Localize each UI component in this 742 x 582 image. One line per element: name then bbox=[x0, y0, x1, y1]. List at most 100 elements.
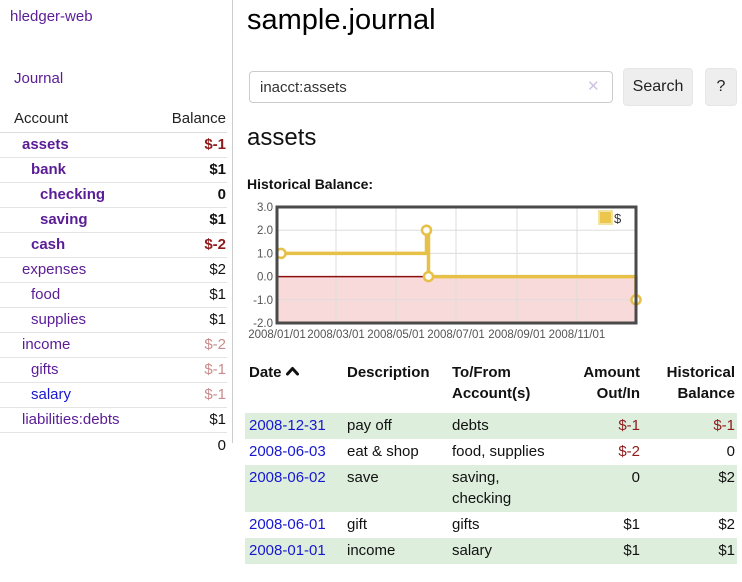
chart-title: Historical Balance: bbox=[247, 176, 374, 192]
register-accounts: gifts bbox=[452, 516, 480, 533]
register-col-accounts: To/From Account(s) bbox=[452, 364, 531, 402]
search-input[interactable] bbox=[249, 71, 613, 103]
account-balance: $2 bbox=[143, 257, 227, 283]
register-description: save bbox=[347, 469, 379, 486]
date-link[interactable]: 2008-01-01 bbox=[249, 542, 326, 559]
accounts-table: Account Balance assets $-1 bank $1 checkin… bbox=[0, 106, 227, 458]
register-description: eat & shop bbox=[347, 443, 419, 460]
x-tick-label: 2008/07/01 bbox=[427, 329, 485, 341]
register-description: pay off bbox=[347, 417, 392, 434]
register-col-amount: Amount Out/In bbox=[583, 364, 640, 402]
accounts-total-row: 0 bbox=[0, 432, 227, 458]
account-balance: $-1 bbox=[143, 357, 227, 383]
x-tick-label: 2008/05/01 bbox=[367, 329, 425, 341]
legend-label: $ bbox=[614, 211, 622, 226]
plot-border bbox=[275, 205, 638, 325]
x-tick-label: 2008/01/01 bbox=[248, 329, 306, 341]
register-balance: 0 bbox=[726, 443, 735, 460]
account-link[interactable]: expenses bbox=[22, 261, 87, 278]
legend-swatch bbox=[598, 210, 613, 225]
register-balance: $2 bbox=[718, 516, 735, 533]
account-link[interactable]: income bbox=[22, 336, 71, 353]
register-table: Date Description To/From Account(s) Amou… bbox=[245, 360, 737, 564]
account-link[interactable]: salary bbox=[31, 386, 72, 403]
register-col-date[interactable]: Date bbox=[245, 360, 343, 413]
account-row: supplies $1 bbox=[0, 307, 227, 333]
date-link[interactable]: 2008-12-31 bbox=[249, 417, 326, 434]
register-balance: $1 bbox=[718, 542, 735, 559]
register-accounts: salary bbox=[452, 542, 493, 559]
brand-link[interactable]: hledger-web bbox=[10, 8, 93, 25]
sort-ascending-icon bbox=[285, 367, 299, 376]
account-link[interactable]: assets bbox=[22, 136, 69, 153]
account-balance: 0 bbox=[143, 182, 227, 208]
register-description: income bbox=[347, 542, 396, 559]
account-row: assets $-1 bbox=[0, 132, 227, 158]
account-link[interactable]: cash bbox=[31, 236, 66, 253]
account-balance: $-2 bbox=[143, 332, 227, 358]
page-title: sample.journal bbox=[247, 4, 436, 36]
register-date: 2008-06-03 bbox=[245, 439, 343, 465]
data-point bbox=[422, 270, 435, 283]
register-amount: $-1 bbox=[618, 417, 640, 434]
date-link[interactable]: 2008-06-01 bbox=[249, 516, 326, 533]
account-row: food $1 bbox=[0, 282, 227, 308]
register-balance: $2 bbox=[718, 469, 735, 486]
register-date: 2008-12-31 bbox=[245, 413, 343, 439]
clear-search-icon[interactable]: ✕ bbox=[587, 78, 600, 95]
help-button[interactable]: ? bbox=[705, 68, 737, 106]
account-row: liabilities:debts $1 bbox=[0, 407, 227, 433]
data-point bbox=[420, 224, 433, 236]
account-row: saving $1 bbox=[0, 207, 227, 233]
register-date: 2008-06-01 bbox=[245, 512, 343, 538]
register-col-description: Description bbox=[347, 364, 430, 381]
account-heading: assets bbox=[247, 124, 317, 151]
account-row: salary $-1 bbox=[0, 382, 227, 408]
account-link[interactable]: bank bbox=[31, 161, 67, 178]
x-tick-label: 2008/09/01 bbox=[488, 329, 546, 341]
account-row: gifts $-1 bbox=[0, 357, 227, 383]
y-tick-label: 1.0 bbox=[257, 248, 273, 260]
x-tick-label: 2008/11/01 bbox=[549, 329, 606, 341]
register-date: 2008-06-02 bbox=[245, 465, 343, 512]
register-row: 2008-06-02 save saving, checking 0 $2 bbox=[245, 465, 737, 512]
account-link[interactable]: saving bbox=[40, 211, 88, 228]
sidebar-item-journal[interactable]: Journal bbox=[14, 70, 64, 87]
register-description: gift bbox=[347, 516, 368, 533]
date-link[interactable]: 2008-06-02 bbox=[249, 469, 326, 486]
register-date: 2008-01-01 bbox=[245, 538, 343, 564]
account-balance: $-1 bbox=[143, 382, 227, 408]
account-balance: $-2 bbox=[143, 232, 227, 258]
account-link[interactable]: liabilities:debts bbox=[22, 411, 120, 428]
sidebar: hledger-web Journal Account Balance asse… bbox=[0, 0, 233, 458]
x-tick-label: 2008/03/01 bbox=[307, 329, 365, 341]
account-link[interactable]: supplies bbox=[31, 311, 87, 328]
account-link[interactable]: gifts bbox=[31, 361, 59, 378]
register-accounts: saving, checking bbox=[452, 469, 512, 507]
account-link[interactable]: checking bbox=[40, 186, 106, 203]
register-accounts: food, supplies bbox=[452, 443, 545, 460]
register-amount: $1 bbox=[623, 542, 640, 559]
register-balance: $-1 bbox=[713, 417, 735, 434]
account-link[interactable]: food bbox=[31, 286, 61, 303]
register-header-row: Date Description To/From Account(s) Amou… bbox=[245, 360, 737, 413]
register-accounts: debts bbox=[452, 417, 489, 434]
y-tick-label: 2.0 bbox=[257, 225, 273, 237]
account-balance: $1 bbox=[143, 307, 227, 333]
register-row: 2008-06-01 gift gifts $1 $2 bbox=[245, 512, 737, 538]
search-button[interactable]: Search bbox=[623, 68, 693, 106]
accounts-col-balance: Balance bbox=[143, 106, 227, 133]
date-link[interactable]: 2008-06-03 bbox=[249, 443, 326, 460]
y-tick-label: 0.0 bbox=[257, 272, 273, 284]
account-row: cash $-2 bbox=[0, 232, 227, 258]
y-tick-label: -2.0 bbox=[253, 318, 273, 330]
register-amount: 0 bbox=[631, 469, 640, 486]
account-balance: $-1 bbox=[143, 132, 227, 158]
account-balance: $1 bbox=[143, 157, 227, 183]
account-row: income $-2 bbox=[0, 332, 227, 358]
register-col-balance: Historical Balance bbox=[666, 364, 735, 402]
accounts-col-account: Account bbox=[0, 106, 144, 133]
accounts-total: 0 bbox=[143, 432, 227, 458]
register-amount: $-2 bbox=[618, 443, 640, 460]
historical-balance-chart: 2008/01/01 2008/03/01 2008/05/01 2008/07/01… bbox=[248, 202, 642, 341]
